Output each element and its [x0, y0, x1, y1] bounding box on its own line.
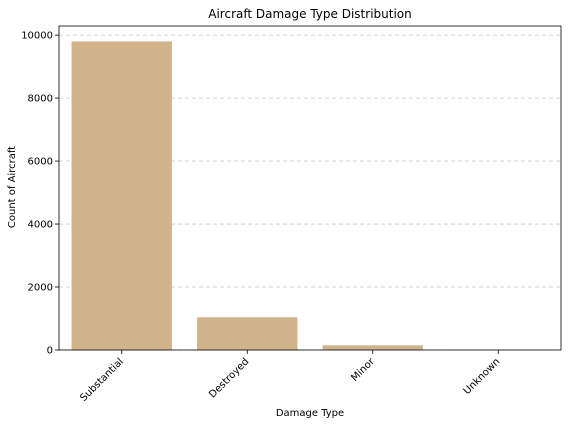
y-tick-label: 0 [47, 346, 53, 357]
bar-destroyed [197, 317, 298, 350]
plot-frame [58, 25, 562, 351]
x-ticks: Substantial Destroyed Minor Unknown [78, 350, 502, 404]
y-tick-label: 8000 [28, 94, 53, 105]
x-tick-label: Minor [349, 356, 377, 384]
bars [71, 41, 549, 351]
x-tick-label: Substantial [78, 356, 126, 404]
chart-title: Aircraft Damage Type Distribution [208, 7, 411, 21]
bar-minor [322, 345, 423, 350]
bar-substantial [71, 41, 172, 351]
y-axis-title: Count of Aircraft [7, 146, 18, 228]
y-tick-label: 4000 [28, 220, 53, 231]
y-tick-label: 6000 [28, 157, 53, 168]
y-tick-label: 10000 [21, 31, 53, 42]
x-tick-label: Unknown [462, 356, 503, 397]
x-axis-title: Damage Type [276, 408, 344, 419]
axes [58, 25, 562, 351]
y-ticks: 0 2000 4000 6000 8000 10000 [21, 31, 59, 357]
x-tick-label: Destroyed [207, 356, 251, 400]
y-tick-label: 2000 [28, 283, 53, 294]
